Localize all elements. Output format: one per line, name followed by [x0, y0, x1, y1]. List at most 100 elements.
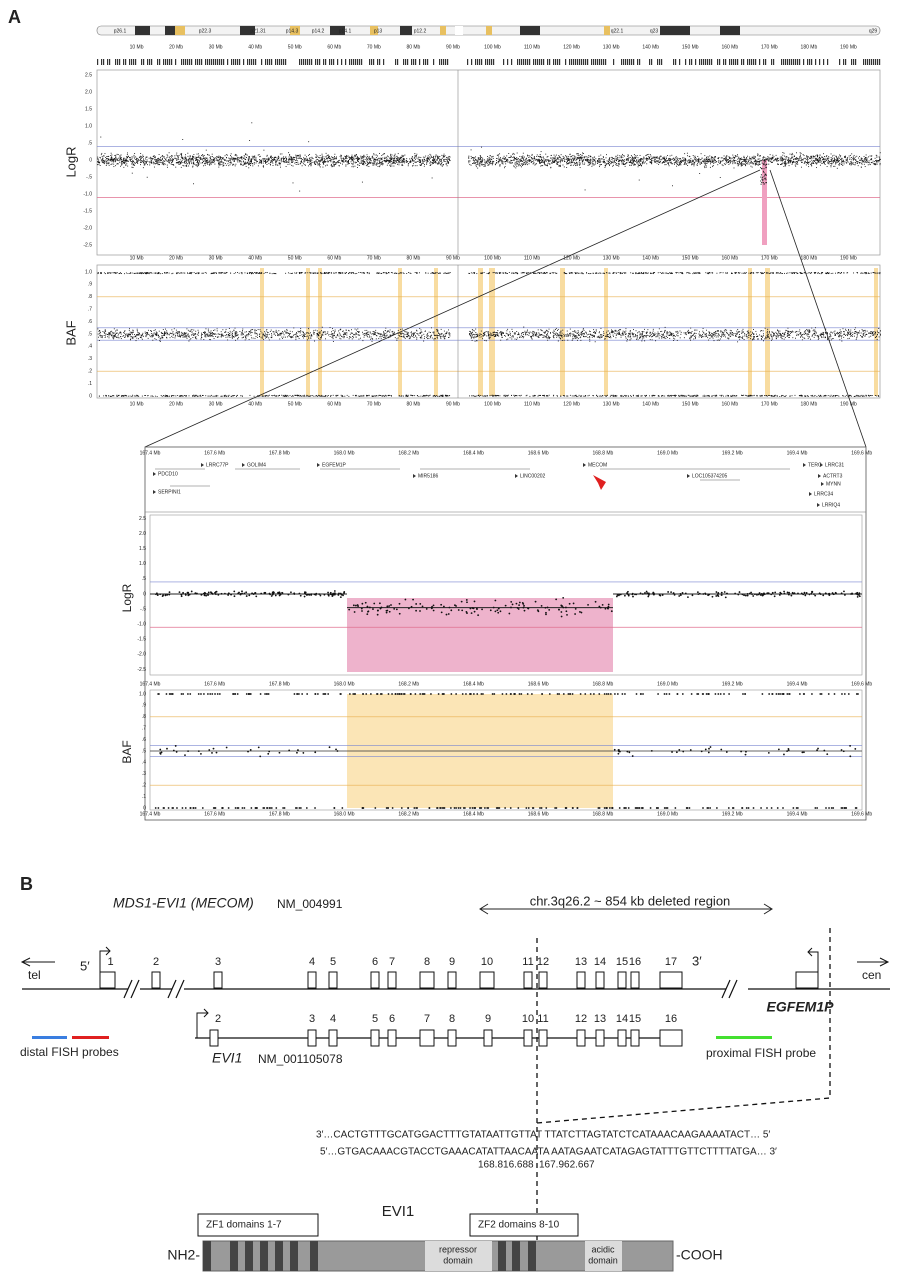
probe-density	[307, 59, 308, 65]
data-point	[228, 158, 229, 159]
probe-density	[165, 59, 166, 65]
data-point	[807, 158, 808, 159]
data-point	[558, 159, 559, 160]
data-point	[765, 160, 766, 161]
data-point	[638, 166, 639, 167]
data-point	[702, 158, 703, 159]
data-point	[112, 163, 113, 164]
data-point	[684, 163, 685, 164]
data-point	[701, 162, 702, 163]
data-point	[615, 331, 616, 332]
data-point	[153, 158, 154, 159]
data-point	[823, 153, 824, 154]
data-point	[558, 161, 559, 162]
probe-density	[585, 59, 586, 65]
probe-density	[189, 59, 190, 65]
data-point	[491, 163, 492, 164]
data-point	[295, 160, 296, 161]
data-point	[259, 154, 260, 155]
data-point	[665, 159, 666, 160]
data-point	[272, 160, 273, 161]
data-point	[517, 163, 518, 164]
data-point	[726, 163, 727, 164]
data-point	[856, 161, 857, 162]
data-point	[831, 159, 832, 160]
data-point	[386, 273, 387, 274]
data-point	[435, 157, 436, 158]
data-point	[554, 162, 555, 163]
data-point	[410, 160, 411, 161]
probe-density	[535, 59, 536, 65]
data-point	[798, 160, 799, 161]
data-point	[398, 161, 399, 162]
data-point	[670, 159, 671, 160]
data-point	[251, 159, 252, 160]
data-point	[128, 156, 129, 157]
data-point	[346, 155, 347, 156]
data-point	[639, 180, 640, 181]
probe-density	[357, 59, 358, 65]
data-point	[830, 163, 831, 164]
data-point	[635, 161, 636, 162]
data-point	[219, 164, 220, 165]
data-point	[694, 162, 695, 163]
data-point	[285, 157, 286, 158]
data-point	[765, 179, 766, 180]
probe-density	[493, 59, 494, 65]
data-point	[433, 161, 434, 162]
data-point	[712, 162, 713, 163]
data-point	[254, 164, 255, 165]
data-point	[179, 155, 180, 156]
data-point	[547, 165, 548, 166]
data-point	[294, 159, 295, 160]
data-point	[676, 161, 677, 162]
data-point	[678, 160, 679, 161]
data-point	[766, 175, 767, 176]
data-point	[252, 156, 253, 157]
data-point	[251, 162, 252, 163]
data-point	[171, 162, 172, 163]
data-point	[399, 161, 400, 162]
x-tick-label: 170 Mb	[761, 255, 778, 261]
data-point	[734, 168, 735, 169]
x-tick-label: 10 Mb	[130, 255, 144, 261]
data-point	[322, 158, 323, 159]
data-point	[763, 182, 764, 183]
data-point	[146, 163, 147, 164]
data-point	[571, 156, 572, 157]
data-point	[117, 330, 118, 331]
data-point	[545, 160, 546, 161]
data-point	[753, 336, 754, 337]
data-point	[204, 163, 205, 164]
data-point	[405, 338, 406, 339]
y-tick-label: -1.0	[83, 191, 92, 197]
data-point	[601, 158, 602, 159]
data-point	[367, 156, 368, 157]
data-point	[205, 163, 206, 164]
data-point	[199, 160, 200, 161]
probe-density	[807, 59, 808, 65]
data-point	[380, 165, 381, 166]
data-point	[588, 395, 589, 396]
data-point	[712, 159, 713, 160]
data-point	[223, 163, 224, 164]
data-point	[546, 161, 547, 162]
data-point	[579, 161, 580, 162]
data-point	[820, 162, 821, 163]
data-point	[386, 157, 387, 158]
data-point	[734, 163, 735, 164]
data-point	[421, 165, 422, 166]
data-point	[792, 156, 793, 157]
data-point	[774, 159, 775, 160]
data-point	[119, 155, 120, 156]
data-point	[844, 163, 845, 164]
data-point	[627, 156, 628, 157]
data-point	[441, 160, 442, 161]
data-point	[342, 160, 343, 161]
probe-density	[233, 59, 234, 65]
probe-density	[525, 59, 526, 65]
data-point	[504, 158, 505, 159]
probe-density	[771, 59, 772, 65]
data-point	[339, 162, 340, 163]
data-point	[804, 161, 805, 162]
